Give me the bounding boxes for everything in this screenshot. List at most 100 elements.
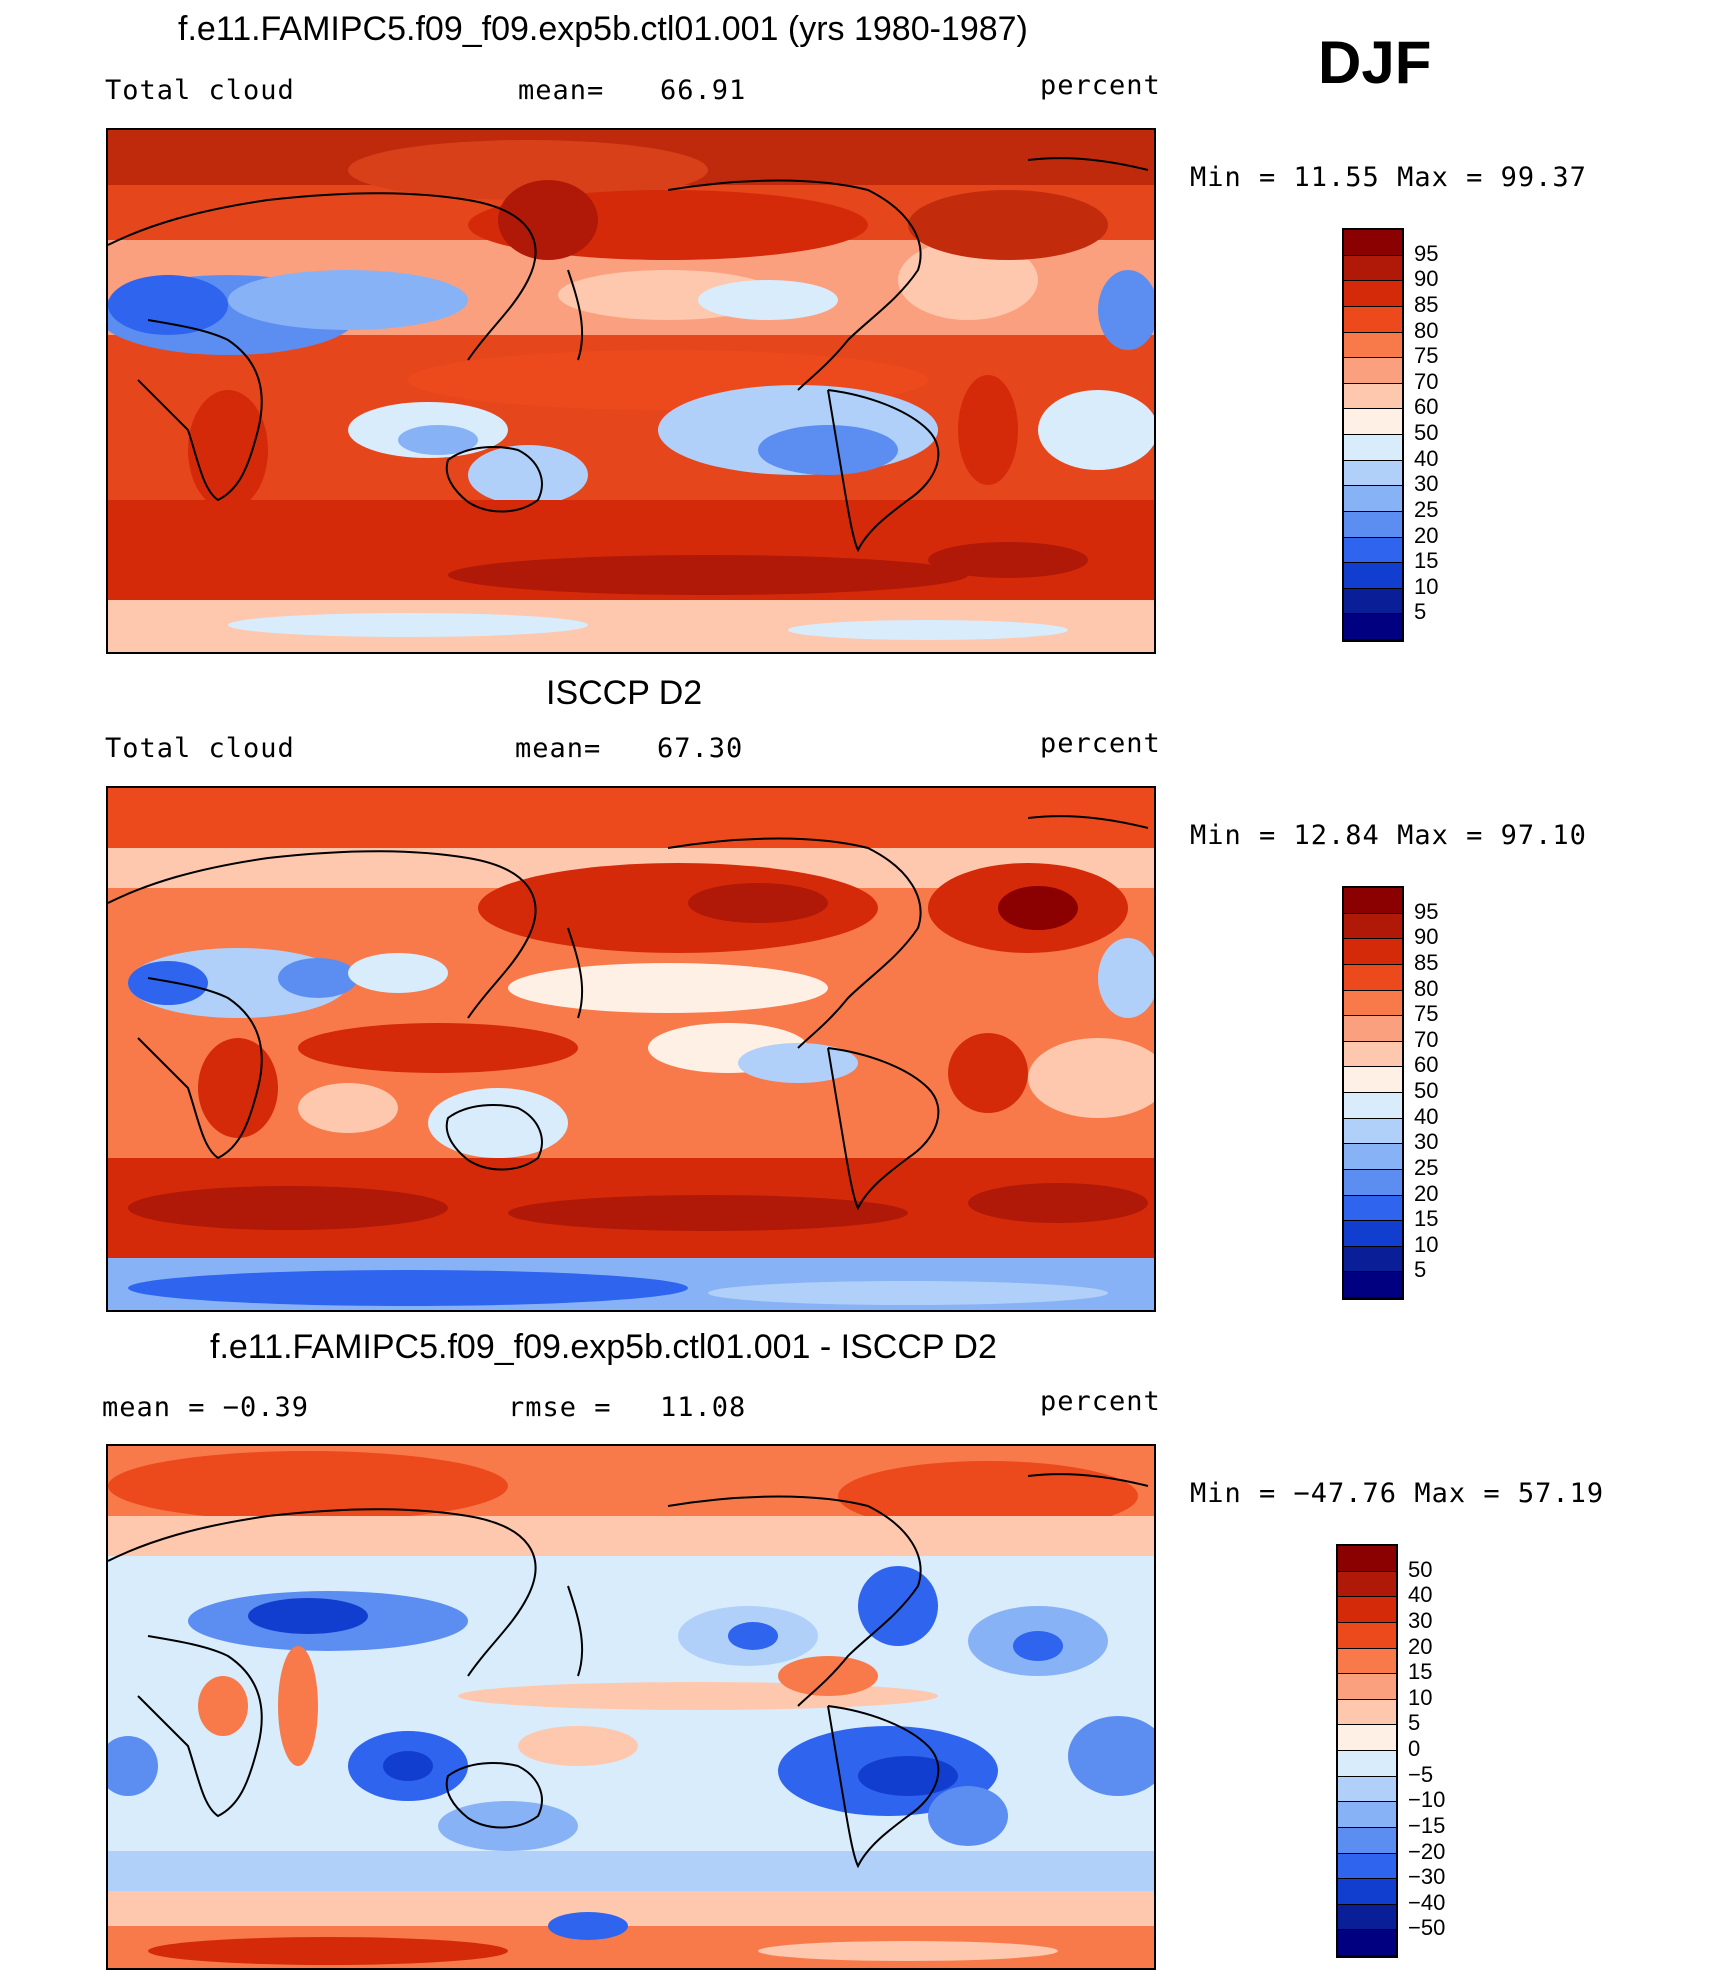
colorbar [1342, 228, 1404, 642]
colorbar-label: 40 [1414, 1103, 1439, 1129]
colorbar-segment [1344, 964, 1402, 991]
colorbar-label: 60 [1414, 1052, 1439, 1078]
colorbar-label: 85 [1414, 949, 1439, 975]
colorbar-segment [1344, 511, 1402, 538]
colorbar-label: 50 [1414, 1078, 1439, 1103]
colorbar-label: 30 [1414, 471, 1439, 497]
colorbar-segment [1344, 255, 1402, 282]
colorbar-label: 85 [1414, 291, 1439, 317]
min-max-text: Min = −47.76 Max = 57.19 [1190, 1478, 1605, 1509]
colorbar-label: 5 [1414, 1257, 1427, 1283]
cloud-map [106, 786, 1156, 1312]
cloud-map [106, 128, 1156, 654]
stat-label: rmse = [508, 1392, 612, 1423]
min-max-text: Min = 11.55 Max = 99.37 [1190, 162, 1587, 193]
colorbar-segment [1338, 1674, 1396, 1700]
colorbar-segment [1338, 1648, 1396, 1675]
colorbar-label: 20 [1408, 1633, 1433, 1659]
colorbar-segment [1344, 1067, 1402, 1093]
variable-label: Total cloud [105, 75, 295, 106]
colorbar-segment [1344, 1118, 1402, 1145]
colorbar-segment [1344, 537, 1402, 564]
colorbar-label: 95 [1414, 898, 1439, 924]
colorbar-segment [1338, 1571, 1396, 1598]
colorbar-segment [1344, 913, 1402, 940]
stat-value: 66.91 [660, 75, 747, 106]
units-label: percent [1040, 728, 1161, 759]
colorbar-segment [1344, 306, 1402, 333]
colorbar-segment [1344, 358, 1402, 384]
colorbar-segment [1344, 1016, 1402, 1042]
colorbar-label: −20 [1408, 1838, 1446, 1864]
colorbar-label: 15 [1414, 1206, 1439, 1232]
panel-title: ISCCP D2 [546, 674, 703, 712]
colorbar-segment [1338, 1930, 1396, 1956]
colorbar-label: 20 [1414, 522, 1439, 548]
colorbar-label: 50 [1408, 1556, 1433, 1582]
units-label: percent [1040, 1386, 1161, 1417]
min-max-text: Min = 12.84 Max = 97.10 [1190, 820, 1587, 851]
colorbar-segment [1338, 1802, 1396, 1828]
colorbar-label: −5 [1408, 1761, 1434, 1787]
colorbar-segment [1344, 332, 1402, 359]
colorbar-segment [1338, 1827, 1396, 1854]
colorbar-segment [1338, 1904, 1396, 1931]
colorbar-label: 95 [1414, 240, 1439, 266]
colorbar-segment [1344, 460, 1402, 487]
colorbar-segment [1344, 888, 1402, 914]
colorbar-segment [1344, 1272, 1402, 1298]
colorbar-label: 20 [1414, 1180, 1439, 1206]
colorbar-label: 80 [1414, 975, 1439, 1001]
colorbar-segment [1338, 1597, 1396, 1623]
colorbar-segment [1338, 1853, 1396, 1880]
stat-label: mean= [515, 733, 602, 764]
colorbar-segment [1344, 1221, 1402, 1247]
colorbar-label: 5 [1408, 1710, 1421, 1736]
season-label: DJF [1318, 29, 1432, 96]
colorbar-segment [1338, 1751, 1396, 1777]
colorbar-label: 70 [1414, 1026, 1439, 1052]
colorbar-label: −15 [1408, 1812, 1446, 1838]
stat-label: mean= [518, 75, 605, 106]
colorbar-label: 50 [1414, 420, 1439, 445]
colorbar-segment [1344, 939, 1402, 965]
colorbar-label: 30 [1408, 1607, 1433, 1633]
colorbar-segment [1338, 1725, 1396, 1751]
colorbar-label: 15 [1414, 548, 1439, 574]
colorbar-label: 10 [1408, 1684, 1433, 1710]
colorbar-segment [1344, 230, 1402, 256]
colorbar-segment [1344, 1246, 1402, 1273]
colorbar-segment [1344, 1144, 1402, 1170]
colorbar [1336, 1544, 1398, 1958]
colorbar-label: 40 [1408, 1582, 1433, 1608]
variable-label: Total cloud [105, 733, 295, 764]
colorbar-segment [1344, 1195, 1402, 1222]
colorbar-label: 10 [1414, 573, 1439, 599]
colorbar-label: 25 [1414, 496, 1439, 522]
colorbar-segment [1338, 1776, 1396, 1803]
colorbar-label: −30 [1408, 1864, 1446, 1890]
colorbar-label: 40 [1414, 445, 1439, 471]
colorbar-label: 90 [1414, 924, 1439, 950]
colorbar-label: 5 [1414, 599, 1427, 625]
colorbar-segment [1344, 383, 1402, 410]
colorbar-segment [1344, 588, 1402, 615]
colorbar-segment [1344, 1041, 1402, 1068]
colorbar-segment [1344, 281, 1402, 307]
difference-map [106, 1444, 1156, 1970]
colorbar-segment [1338, 1699, 1396, 1726]
colorbar-label: 25 [1414, 1154, 1439, 1180]
panel-title: f.e11.FAMIPC5.f09_f09.exp5b.ctl01.001 - … [210, 1328, 997, 1366]
stat-value: 11.08 [660, 1392, 747, 1423]
colorbar-segment [1338, 1546, 1396, 1572]
panel-title: f.e11.FAMIPC5.f09_f09.exp5b.ctl01.001 (y… [178, 10, 1028, 48]
colorbar-label: −40 [1408, 1889, 1446, 1915]
colorbar-label: 70 [1414, 368, 1439, 394]
colorbar-segment [1344, 409, 1402, 435]
colorbar-segment [1338, 1622, 1396, 1649]
colorbar-label: 15 [1408, 1659, 1433, 1685]
colorbar-label: 90 [1414, 266, 1439, 292]
mean-label: mean = −0.39 [102, 1392, 310, 1423]
colorbar-segment [1344, 614, 1402, 640]
colorbar-segment [1344, 990, 1402, 1017]
